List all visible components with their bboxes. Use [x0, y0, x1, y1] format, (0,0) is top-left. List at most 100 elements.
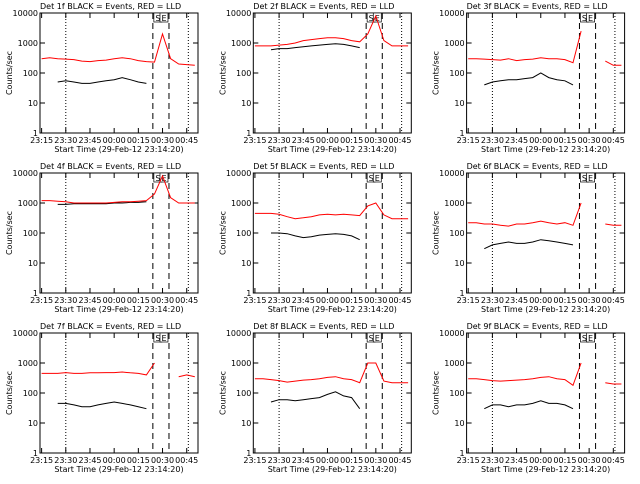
data-line: [41, 32, 195, 66]
y-tick-label: 1: [246, 129, 251, 138]
event-label: E: [375, 14, 380, 23]
y-tick-label: 10: [454, 259, 464, 268]
y-tick-label: 10000: [439, 9, 464, 18]
data-line: [468, 202, 582, 227]
chart-title: Det 7f BLACK = Events, RED = LLD: [40, 322, 181, 331]
event-label: E: [588, 14, 593, 23]
chart-panel: Det 4f BLACK = Events, RED = LLD 1 10 100 10…: [5, 162, 199, 314]
y-tick-label: 10: [454, 99, 464, 108]
event-label: E: [375, 334, 380, 343]
x-tick-label: 00:30: [364, 136, 387, 145]
x-tick-label: 00:45: [175, 456, 198, 465]
event-label: E: [161, 14, 166, 23]
y-tick-label: 1: [246, 289, 251, 298]
event-label: S: [582, 334, 587, 343]
y-tick-label: 1000: [444, 359, 464, 368]
y-tick-label: 10: [28, 419, 38, 428]
y-tick-label: 1000: [231, 199, 251, 208]
chart-panel: Det 6f BLACK = Events, RED = LLD 1 10 100 10…: [432, 162, 626, 314]
event-box: [586, 172, 595, 183]
y-tick-label: 100: [23, 389, 38, 398]
data-line: [484, 239, 574, 250]
data-line: [254, 362, 409, 384]
x-tick-label: 00:30: [578, 296, 601, 305]
y-tick-label: 1: [460, 289, 465, 298]
y-tick-label: 1000: [231, 39, 251, 48]
chart-title: Det 4f BLACK = Events, RED = LLD: [40, 162, 181, 171]
y-tick-label: 10000: [13, 169, 38, 178]
x-tick-label: 23:45: [505, 136, 528, 145]
x-axis-label: Start Time (29-Feb-12 23:14:20): [54, 305, 183, 314]
x-axis-label: Start Time (29-Feb-12 23:14:20): [54, 465, 183, 474]
y-tick-label: 1000: [444, 39, 464, 48]
x-tick-label: 00:30: [151, 296, 174, 305]
x-tick-label: 00:30: [578, 136, 601, 145]
y-tick-label: 10: [454, 419, 464, 428]
y-tick-label: 1000: [18, 199, 38, 208]
y-tick-label: 10: [241, 99, 251, 108]
x-tick-label: 23:30: [268, 136, 291, 145]
x-tick-label: 00:00: [103, 136, 126, 145]
event-box: [159, 172, 169, 183]
x-tick-label: 00:45: [602, 456, 625, 465]
y-tick-label: 10000: [13, 9, 38, 18]
plot-frame: [466, 332, 626, 454]
data-line: [178, 374, 195, 378]
event-label: S: [369, 334, 374, 343]
chart-title: Det 9f BLACK = Events, RED = LLD: [467, 322, 608, 331]
data-line: [468, 362, 582, 387]
chart-title: Det 8f BLACK = Events, RED = LLD: [253, 322, 394, 331]
x-tick-label: 23:15: [457, 456, 480, 465]
data-line: [605, 223, 622, 226]
y-axis-label: Counts/sec: [5, 211, 14, 255]
chart-panel: Det 9f BLACK = Events, RED = LLD 1 10 100 10…: [432, 322, 626, 474]
y-tick-label: 10: [241, 419, 251, 428]
y-tick-label: 10000: [226, 169, 251, 178]
x-axis-label: Start Time (29-Feb-12 23:14:20): [268, 465, 397, 474]
x-tick-label: 00:45: [602, 296, 625, 305]
chart-title: Det 2f BLACK = Events, RED = LLD: [253, 2, 394, 11]
event-label: E: [588, 334, 593, 343]
y-tick-label: 1000: [18, 39, 38, 48]
data-line: [270, 391, 361, 409]
event-label: S: [155, 14, 160, 23]
x-axis-label: Start Time (29-Feb-12 23:14:20): [54, 145, 183, 154]
y-tick-label: 1: [33, 289, 38, 298]
event-box: [586, 332, 595, 343]
x-tick-label: 23:45: [505, 296, 528, 305]
y-tick-label: 1: [460, 129, 465, 138]
chart-title: Det 6f BLACK = Events, RED = LLD: [467, 162, 608, 171]
x-tick-label: 23:45: [505, 456, 528, 465]
event-label: S: [582, 174, 587, 183]
y-tick-label: 100: [449, 69, 464, 78]
x-tick-label: 00:00: [529, 296, 552, 305]
x-tick-label: 00:15: [553, 296, 576, 305]
x-tick-label: 00:15: [553, 136, 576, 145]
y-axis-label: Counts/sec: [432, 371, 441, 415]
chart-panel: Det 2f BLACK = Events, RED = LLD 1 10 100 10…: [218, 2, 412, 154]
x-tick-label: 00:15: [340, 136, 363, 145]
x-tick-label: 00:45: [388, 136, 411, 145]
x-tick-label: 00:45: [602, 136, 625, 145]
x-tick-label: 23:30: [268, 296, 291, 305]
data-line: [271, 232, 360, 241]
chart-panel: Det 1f BLACK = Events, RED = LLD 1 10 100 10…: [5, 2, 199, 154]
y-tick-label: 10000: [226, 329, 251, 338]
x-tick-label: 23:15: [243, 136, 266, 145]
y-axis-label: Counts/sec: [218, 371, 227, 415]
data-line: [57, 401, 147, 410]
x-tick-label: 00:30: [151, 456, 174, 465]
x-tick-label: 00:00: [103, 456, 126, 465]
x-tick-label: 23:45: [78, 296, 101, 305]
y-tick-label: 1000: [18, 359, 38, 368]
y-tick-label: 10000: [439, 169, 464, 178]
y-axis-label: Counts/sec: [432, 51, 441, 95]
x-tick-label: 00:45: [175, 296, 198, 305]
data-line: [468, 30, 582, 64]
x-tick-label: 00:00: [316, 136, 339, 145]
event-label: S: [369, 14, 374, 23]
y-tick-label: 10: [28, 99, 38, 108]
x-tick-label: 00:15: [340, 456, 363, 465]
event-box: [159, 12, 169, 23]
